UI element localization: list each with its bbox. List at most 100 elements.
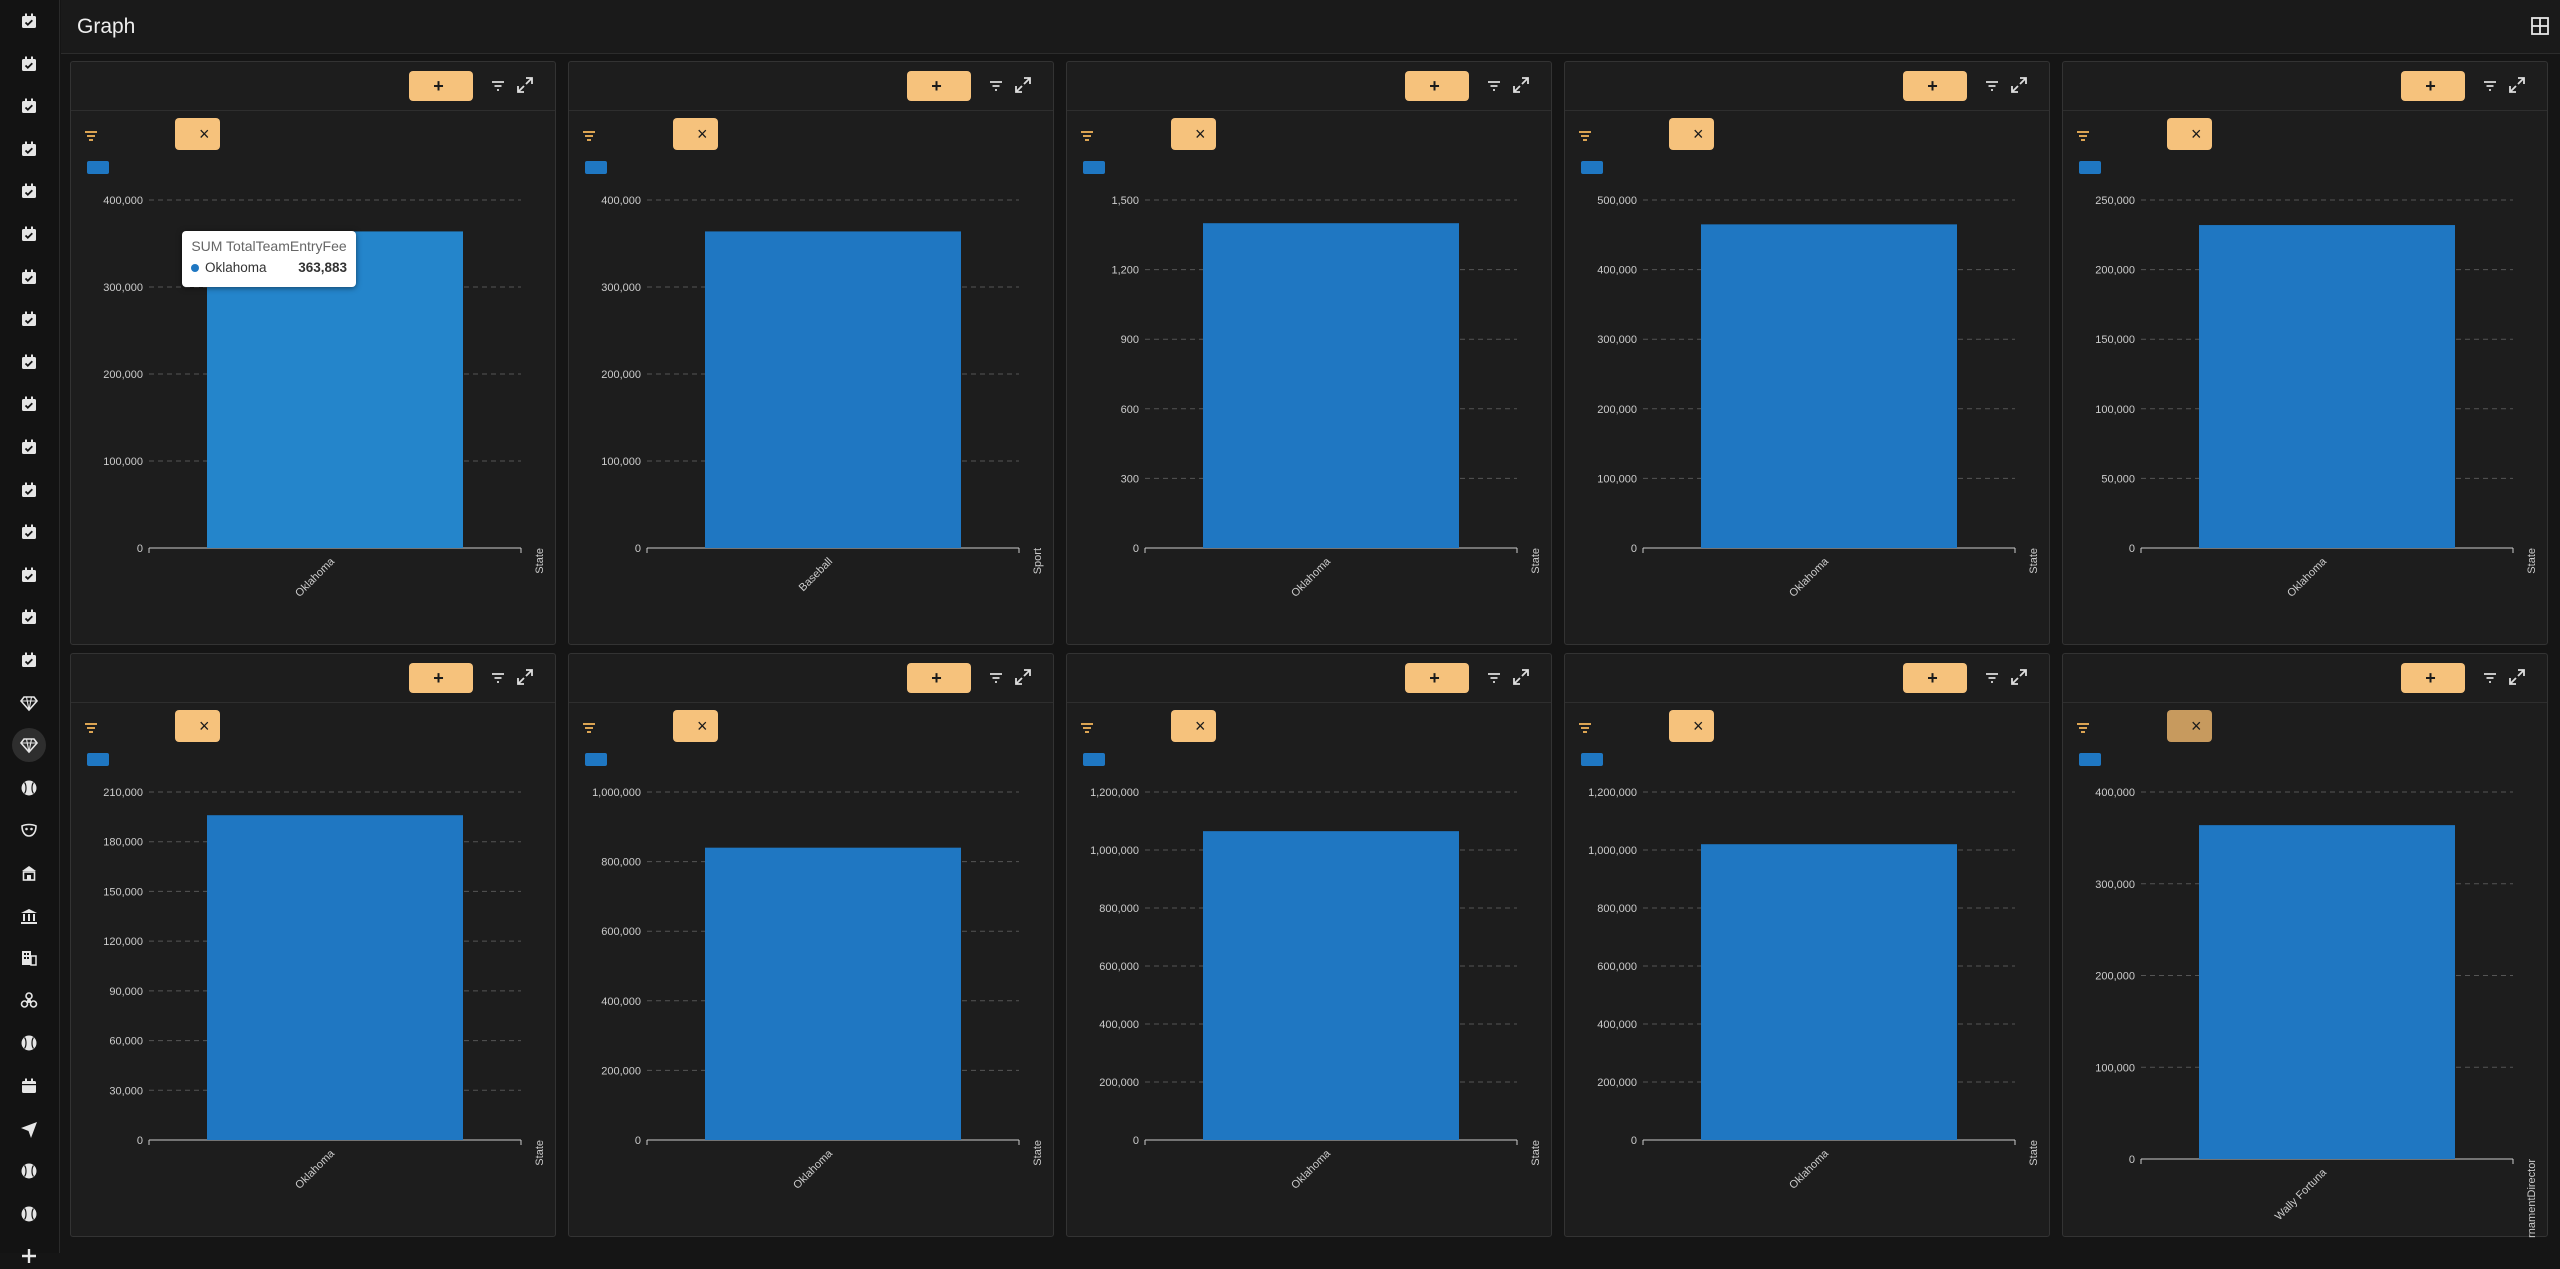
bar[interactable]: [2199, 825, 2455, 1159]
filter-chip[interactable]: ×: [1171, 118, 1216, 150]
close-icon[interactable]: ×: [697, 124, 708, 144]
chart-legend[interactable]: [87, 161, 115, 174]
sidebar-institution-button[interactable]: [16, 903, 42, 929]
bar[interactable]: [2199, 225, 2455, 548]
close-icon[interactable]: ×: [1693, 716, 1704, 736]
add-button[interactable]: +: [907, 71, 971, 101]
filter-icon[interactable]: [987, 77, 1005, 95]
sidebar-diamond-button[interactable]: [12, 728, 46, 763]
chart-legend[interactable]: [585, 161, 613, 174]
add-button[interactable]: +: [409, 71, 473, 101]
all-filters-button[interactable]: [1079, 124, 1101, 148]
sidebar-calendar-check-button[interactable]: [16, 8, 42, 34]
sidebar-calendar-check-button[interactable]: [16, 391, 42, 417]
chart-legend[interactable]: [2079, 161, 2107, 174]
sidebar-baseball-button[interactable]: [16, 1158, 42, 1184]
filter-icon[interactable]: [1485, 77, 1503, 95]
sidebar-mask-button[interactable]: [16, 817, 42, 843]
sidebar-baseball-button[interactable]: [16, 1030, 42, 1056]
chart-legend[interactable]: [1581, 753, 1609, 766]
sidebar-calendar-check-button[interactable]: [16, 136, 42, 162]
sidebar-calendar-check-button[interactable]: [16, 221, 42, 247]
chart-legend[interactable]: [87, 753, 115, 766]
expand-icon[interactable]: [1511, 667, 1531, 687]
sidebar-calendar-check-button[interactable]: [16, 434, 42, 460]
sidebar-plus-button[interactable]: [16, 1243, 42, 1269]
all-filters-button[interactable]: [1577, 716, 1599, 740]
filter-chip[interactable]: ×: [2167, 118, 2212, 150]
bar[interactable]: [207, 815, 463, 1140]
filter-icon[interactable]: [1983, 77, 2001, 95]
filter-chip[interactable]: ×: [673, 118, 718, 150]
add-button[interactable]: +: [2401, 71, 2465, 101]
sidebar-calendar-check-button[interactable]: [16, 178, 42, 204]
all-filters-button[interactable]: [1577, 124, 1599, 148]
filter-chip[interactable]: ×: [2167, 710, 2212, 742]
layout-grid-icon[interactable]: [2530, 16, 2550, 36]
add-button[interactable]: +: [409, 663, 473, 693]
bar[interactable]: [705, 847, 961, 1140]
filter-icon[interactable]: [1485, 669, 1503, 687]
close-icon[interactable]: ×: [199, 124, 210, 144]
add-button[interactable]: +: [1405, 71, 1469, 101]
sidebar-calendar-button[interactable]: [16, 1073, 42, 1099]
filter-chip[interactable]: ×: [1669, 118, 1714, 150]
chart-legend[interactable]: [2079, 753, 2107, 766]
add-button[interactable]: +: [907, 663, 971, 693]
chart-legend[interactable]: [1083, 161, 1111, 174]
sidebar-building-button[interactable]: [16, 945, 42, 971]
filter-chip[interactable]: ×: [1669, 710, 1714, 742]
bar[interactable]: [1701, 224, 1957, 549]
expand-icon[interactable]: [1013, 667, 1033, 687]
close-icon[interactable]: ×: [2191, 124, 2202, 144]
expand-icon[interactable]: [2009, 667, 2029, 687]
sidebar-calendar-check-button[interactable]: [16, 519, 42, 545]
expand-icon[interactable]: [515, 75, 535, 95]
all-filters-button[interactable]: [581, 716, 603, 740]
close-icon[interactable]: ×: [697, 716, 708, 736]
expand-icon[interactable]: [2009, 75, 2029, 95]
filter-icon[interactable]: [2481, 669, 2499, 687]
close-icon[interactable]: ×: [2191, 716, 2202, 736]
close-icon[interactable]: ×: [1693, 124, 1704, 144]
chart-legend[interactable]: [585, 753, 613, 766]
filter-icon[interactable]: [489, 77, 507, 95]
bar[interactable]: [1701, 844, 1957, 1140]
sidebar-calendar-check-button[interactable]: [16, 349, 42, 375]
filter-chip[interactable]: ×: [1171, 710, 1216, 742]
filter-chip[interactable]: ×: [175, 710, 220, 742]
filter-icon[interactable]: [2481, 77, 2499, 95]
expand-icon[interactable]: [2507, 667, 2527, 687]
bar[interactable]: [1203, 831, 1459, 1140]
close-icon[interactable]: ×: [1195, 124, 1206, 144]
sidebar-calendar-check-button[interactable]: [16, 562, 42, 588]
close-icon[interactable]: ×: [1195, 716, 1206, 736]
filter-chip[interactable]: ×: [673, 710, 718, 742]
bar[interactable]: [1203, 223, 1459, 548]
expand-icon[interactable]: [1013, 75, 1033, 95]
sidebar-calendar-check-button[interactable]: [16, 477, 42, 503]
close-icon[interactable]: ×: [199, 716, 210, 736]
add-button[interactable]: +: [1405, 663, 1469, 693]
sidebar-calendar-check-button[interactable]: [16, 93, 42, 119]
sidebar-calendar-check-button[interactable]: [16, 604, 42, 630]
sidebar-calendar-check-button[interactable]: [16, 647, 42, 673]
sidebar-calendar-check-button[interactable]: [16, 51, 42, 77]
filter-icon[interactable]: [489, 669, 507, 687]
all-filters-button[interactable]: [2075, 124, 2097, 148]
bar[interactable]: [705, 231, 961, 548]
expand-icon[interactable]: [2507, 75, 2527, 95]
sidebar-diamond-button[interactable]: [16, 690, 42, 716]
sidebar-calendar-check-button[interactable]: [16, 264, 42, 290]
filter-chip[interactable]: ×: [175, 118, 220, 150]
sidebar-biohazard-button[interactable]: [16, 988, 42, 1014]
expand-icon[interactable]: [515, 667, 535, 687]
all-filters-button[interactable]: [581, 124, 603, 148]
sidebar-ticket-booth-button[interactable]: [16, 860, 42, 886]
all-filters-button[interactable]: [2075, 716, 2097, 740]
sidebar-baseball-button[interactable]: [16, 1201, 42, 1227]
sidebar-send-button[interactable]: [16, 1116, 42, 1142]
add-button[interactable]: +: [2401, 663, 2465, 693]
filter-icon[interactable]: [987, 669, 1005, 687]
add-button[interactable]: +: [1903, 663, 1967, 693]
